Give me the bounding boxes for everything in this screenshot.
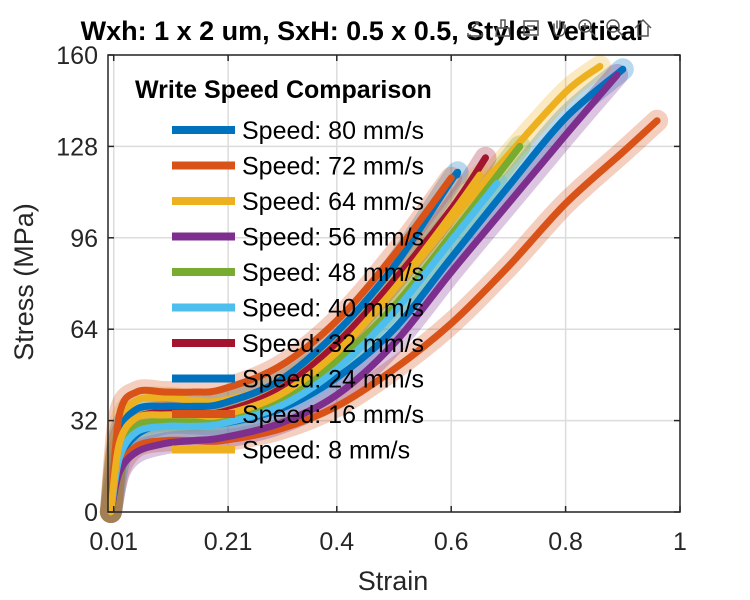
x-tick-label: 0.4 xyxy=(319,528,354,556)
legend-entry: Speed: 80 mm/s xyxy=(242,117,424,145)
legend-entry: Speed: 64 mm/s xyxy=(242,188,424,216)
series-line-8 xyxy=(107,168,462,516)
legend-entry: Speed: 48 mm/s xyxy=(242,259,424,287)
y-axis-label: Stress (MPa) xyxy=(9,203,39,361)
axes: 0.01 0.21 0.4 0.6 0.8 1 0 32 64 96 128 160 Write Spe… xyxy=(56,42,687,556)
legend-entry: Speed: 16 mm/s xyxy=(242,401,424,429)
series-line-9 xyxy=(107,174,455,516)
brush-icon[interactable] xyxy=(490,14,516,42)
legend-entry: Speed: 24 mm/s xyxy=(242,366,424,394)
y-tick-label: 64 xyxy=(70,316,98,344)
y-tick-label: 96 xyxy=(70,225,98,253)
export-icon[interactable] xyxy=(462,14,488,42)
data-tips-icon[interactable] xyxy=(518,14,544,42)
home-icon[interactable] xyxy=(630,14,656,42)
zoom-out-icon[interactable] xyxy=(602,14,628,42)
legend-entry: Speed: 72 mm/s xyxy=(242,153,424,181)
x-tick-label: 0.21 xyxy=(204,528,253,556)
x-axis-label: Strain xyxy=(358,566,429,596)
x-tick-label: 0.01 xyxy=(89,528,138,556)
axes-box xyxy=(107,54,681,513)
y-tick-label: 160 xyxy=(56,42,98,70)
series-line-4 xyxy=(107,71,621,516)
legend-entry: Speed: 32 mm/s xyxy=(242,330,424,358)
legend-entry: Speed: 56 mm/s xyxy=(242,224,424,252)
x-tick-label: 0.8 xyxy=(548,528,583,556)
x-tick-label: 0.6 xyxy=(434,528,469,556)
legend-title: Write Speed Comparison xyxy=(135,76,432,104)
x-tick-label: 1 xyxy=(673,528,687,556)
zoom-in-icon[interactable] xyxy=(574,14,600,42)
series-line-6 xyxy=(107,180,501,516)
series-line-3 xyxy=(107,62,604,516)
axes-toolbar xyxy=(462,14,656,42)
y-tick-label: 128 xyxy=(56,133,98,161)
y-tick-label: 32 xyxy=(70,408,98,436)
legend-entry: Speed: 8 mm/s xyxy=(242,437,410,465)
series-line-2 xyxy=(107,117,661,516)
y-tick-label: 0 xyxy=(84,499,98,527)
legend: Write Speed Comparison Speed: 80 mm/s Spee… xyxy=(135,76,432,465)
legend-entry: Speed: 40 mm/s xyxy=(242,295,424,323)
pan-icon[interactable] xyxy=(546,14,572,42)
chart-title: Wxh: 1 x 2 um, SxH: 0.5 x 0.5, Style: Ve… xyxy=(81,16,644,46)
